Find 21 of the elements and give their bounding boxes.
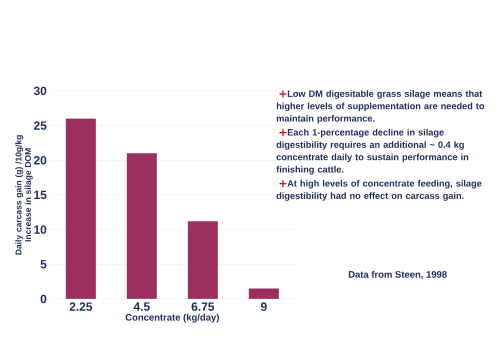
y-tick-label: 30 bbox=[34, 86, 46, 96]
bar bbox=[188, 221, 218, 299]
x-tick-label: 4.5 bbox=[134, 302, 150, 311]
y-tick-label: 5 bbox=[40, 260, 46, 268]
x-tick-label: 9 bbox=[260, 302, 267, 311]
y-axis-title: Daily carcass gain (g) /10g/kg Increase in silage DOM bbox=[15, 135, 33, 255]
bar bbox=[126, 153, 157, 299]
y-tick-label: 20 bbox=[34, 156, 46, 164]
annotation: Each 1-percentage decline in silage digestibility requires an additional ~ 0.4 kg concentrate daily to sustain performance in finishing cattle. bbox=[276, 128, 468, 174]
x-tick-label: 2.25 bbox=[70, 302, 92, 311]
bar bbox=[66, 118, 96, 299]
bar bbox=[248, 288, 279, 299]
y-tick-label: 10 bbox=[34, 225, 46, 234]
y-tick-label: 0 bbox=[40, 294, 46, 304]
x-tick-label: 6.75 bbox=[192, 302, 214, 311]
x-axis-title: Concentrate (kg/day) bbox=[126, 314, 219, 323]
y-tick-label: 15 bbox=[34, 190, 46, 200]
text: Data from Steen, 1998 bbox=[348, 270, 447, 280]
y-tick-label: 25 bbox=[34, 121, 46, 130]
annotation: At high levels of concentrate feeding, silage digestibility had no effect on carcass gain. bbox=[276, 180, 482, 201]
annotation: Low DM digesitable grass silage means that higher levels of supplementation are needed to maintain performance. bbox=[276, 90, 484, 124]
